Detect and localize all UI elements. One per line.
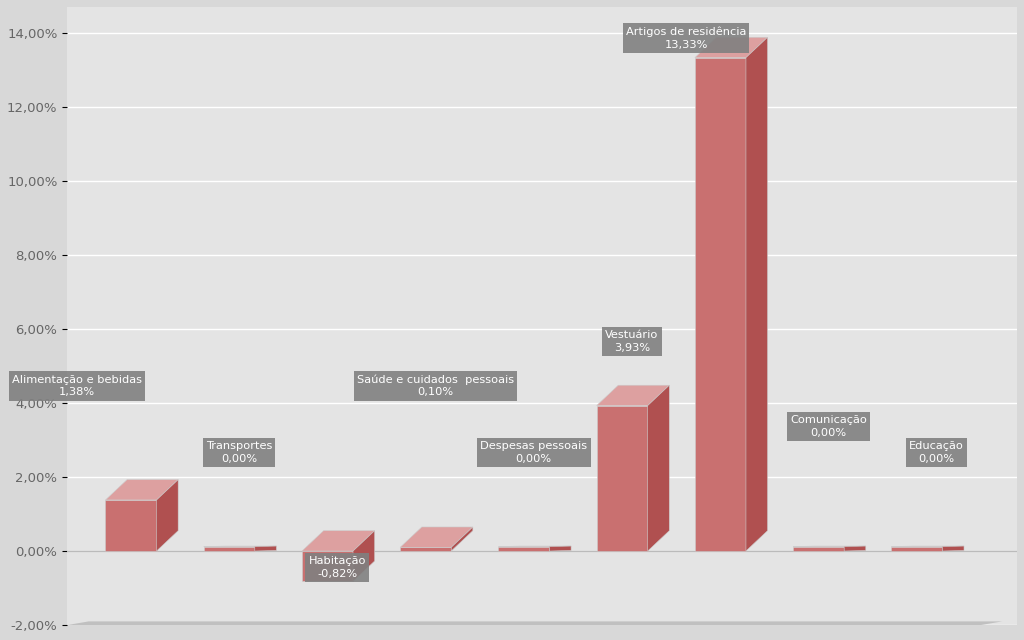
Polygon shape [105,500,157,551]
Polygon shape [695,58,745,551]
Polygon shape [302,531,375,551]
Polygon shape [68,621,1002,625]
Text: Transportes
0,00%: Transportes 0,00% [206,441,272,464]
Polygon shape [942,546,964,551]
Polygon shape [891,547,942,551]
Polygon shape [204,547,255,551]
Text: Vestuário
3,93%: Vestuário 3,93% [605,330,658,353]
Polygon shape [400,547,452,551]
Polygon shape [452,527,473,551]
Polygon shape [353,531,375,581]
Text: Educação
0,00%: Educação 0,00% [909,441,964,464]
Polygon shape [794,547,844,551]
Polygon shape [597,406,648,551]
Text: Comunicação
0,00%: Comunicação 0,00% [790,415,867,438]
Text: Habitação
-0,82%: Habitação -0,82% [308,556,366,579]
Polygon shape [597,385,670,406]
Polygon shape [499,547,550,551]
Polygon shape [400,527,473,547]
Polygon shape [550,546,571,551]
Text: Alimentação e bebidas
1,38%: Alimentação e bebidas 1,38% [12,374,142,397]
Polygon shape [302,551,353,581]
Polygon shape [105,479,178,500]
Polygon shape [745,37,768,551]
Polygon shape [157,479,178,551]
Polygon shape [844,546,865,551]
Polygon shape [255,546,276,551]
Polygon shape [695,37,768,58]
Text: Saúde e cuidados  pessoais
0,10%: Saúde e cuidados pessoais 0,10% [357,374,514,397]
Polygon shape [648,385,670,551]
Text: Despesas pessoais
0,00%: Despesas pessoais 0,00% [480,441,588,464]
Text: Artigos de residência
13,33%: Artigos de residência 13,33% [626,26,746,49]
